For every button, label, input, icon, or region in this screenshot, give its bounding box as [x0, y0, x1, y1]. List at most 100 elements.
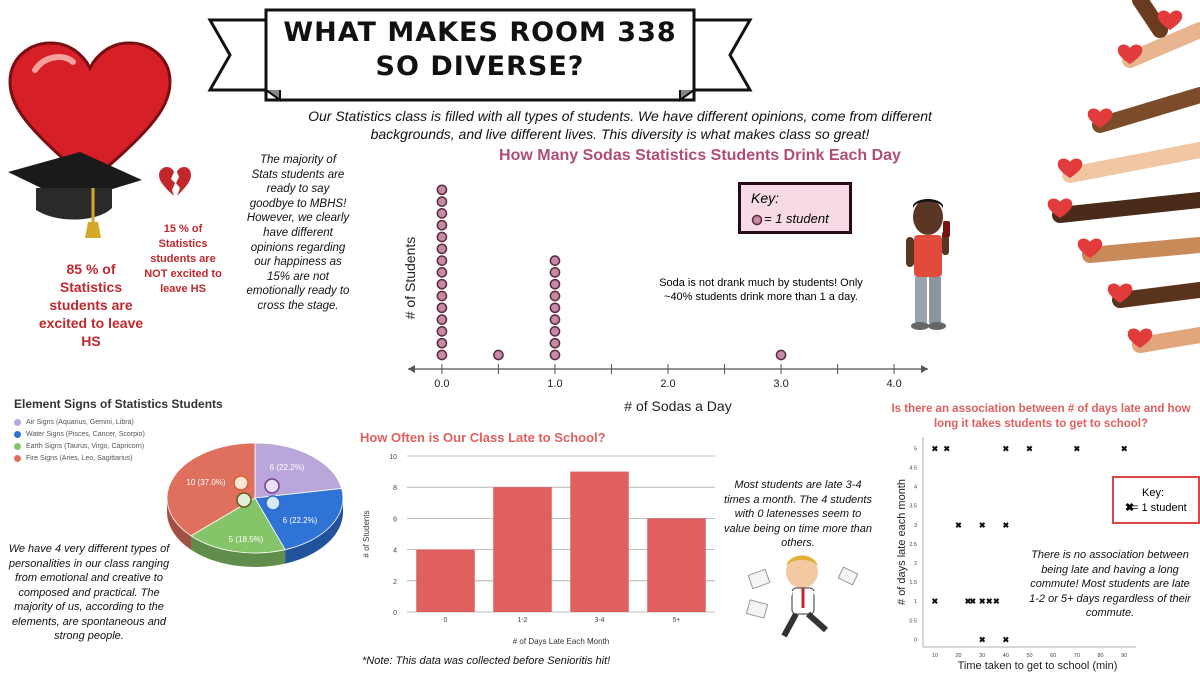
scatter-y-tick-label: 1.5 [909, 580, 917, 586]
scatter-point: ✖ [1026, 444, 1033, 453]
scatter-point: ✖ [1002, 635, 1009, 644]
scatter-key: Key: ✖ = 1 student [1112, 476, 1200, 524]
fire-icon [233, 475, 249, 491]
dotplot-dot [549, 290, 561, 302]
dotplot-dot [436, 243, 448, 255]
earth-icon [236, 492, 252, 508]
hands-with-hearts-decoration [1047, 0, 1200, 353]
dotplot-x-tick-label: 3.0 [773, 378, 788, 390]
dotplot-x-tick-label: 1.0 [547, 378, 562, 390]
dotplot-dot [549, 326, 561, 337]
dotplot-dot [775, 349, 787, 361]
intro-text: Our Statistics class is filled with all … [308, 108, 932, 142]
excited-stat: 85 % of Statistics students are excited … [38, 261, 144, 349]
pie-slice-side [285, 498, 343, 564]
dotplot-dot [436, 219, 448, 231]
dotplot-dot [436, 349, 448, 361]
banner-title-line1: WHAT MAKES ROOM 338 [283, 17, 677, 48]
pie-legend-swatch [14, 442, 21, 450]
bar-title: How Often is Our Class Late to School? [360, 430, 606, 445]
scatter-key-text: = 1 student [1132, 502, 1187, 514]
dotplot-x-tick-label: 0.0 [434, 378, 449, 390]
scatter-key-marker-icon: ✖ [1125, 502, 1135, 514]
scatter-y-tick-label: 4.5 [909, 466, 917, 472]
pie-legend-label: Water Signs (Pisces, Cancer, Scorpio) [26, 430, 145, 438]
pie-slice [190, 497, 286, 554]
dotplot-dot [549, 314, 561, 325]
scatter-y-tick-label: 5 [914, 446, 917, 452]
scatter-x-tick-label: 50 [1026, 653, 1032, 659]
scatter-y-tick-label: 0.5 [909, 618, 917, 624]
graduation-cap-icon [8, 152, 142, 238]
scatter-point: ✖ [955, 521, 962, 530]
pie-slice-label: 6 (22.2%) [270, 463, 305, 472]
pie-slice-side [190, 535, 286, 567]
dotplot-key-text: = 1 student [764, 211, 829, 226]
dotplot-dot [436, 267, 448, 278]
bar-x-label: # of Days Late Each Month [513, 637, 610, 646]
pie-legend: Air Signs (Aquarius, Gemini, Libra) Water… [14, 416, 214, 464]
dotplot-key-title: Key: [751, 190, 780, 206]
bar-footnote: *Note: This data was collected before Se… [362, 655, 611, 667]
running-boy-icon [745, 555, 859, 638]
pie-legend-item: Fire Signs (Aries, Leo, Sagittarius) [14, 452, 214, 464]
pie-title: Element Signs of Statistics Students [14, 397, 223, 411]
dotplot-dot [549, 255, 561, 266]
scatter-point: ✖ [1073, 444, 1080, 453]
pie-legend-label: Air Signs (Aquarius, Gemini, Libra) [26, 418, 134, 426]
scatter-point: ✖ [993, 597, 1000, 606]
dotplot-dot [436, 314, 448, 325]
pie-caption: We have 4 very different types of person… [8, 543, 170, 642]
scatter-x-tick-label: 70 [1074, 653, 1080, 659]
dotplot-axis-arrow-right [921, 365, 928, 373]
dotplot-dot [549, 337, 561, 349]
dotplot-title: How Many Sodas Statistics Students Drink… [499, 147, 901, 164]
dotplot-dot [436, 326, 448, 337]
bar-y-tick-label: 6 [393, 516, 397, 523]
pie-slice-label: 5 (18.5%) [229, 535, 264, 544]
soda-person-icon [906, 199, 950, 330]
scatter-x-label: Time taken to get to school (min) [958, 660, 1118, 672]
pie-chart: 6 (22.2%) 6 (22.2%) 5 (18.5%) 10 (37.0%) [166, 442, 344, 567]
water-icon [265, 495, 281, 511]
bar [493, 487, 552, 612]
bar-chart: 0 2 4 6 8 10 0 1-2 3-4 5+ # of Days Late Each Mont… [362, 454, 715, 646]
dotplot-dot [436, 208, 448, 219]
scatter-point: ✖ [979, 597, 986, 606]
dotplot-y-label: # of Students [402, 237, 418, 320]
dotplot-dot [436, 196, 448, 207]
scatter-point: ✖ [965, 597, 972, 606]
scatter-y-tick-label: 2 [914, 561, 917, 567]
scatter-y-label: # of days late each month [896, 479, 908, 605]
scatter-y-tick-label: 3.5 [909, 504, 917, 510]
bar-y-tick-label: 0 [393, 610, 397, 617]
scatter-y-tick-label: 0 [914, 637, 917, 643]
pie-legend-item: Earth Signs (Taurus, Virgo, Capricorn) [14, 440, 214, 452]
scatter-point: ✖ [1121, 444, 1128, 453]
scatter-x-tick-label: 10 [932, 653, 938, 659]
pie-legend-swatch [14, 418, 21, 426]
pie-legend-item: Air Signs (Aquarius, Gemini, Libra) [14, 416, 214, 428]
scatter-x-tick-label: 20 [955, 653, 961, 659]
pie-slice-side [167, 498, 191, 550]
scatter-point: ✖ [979, 635, 986, 644]
pie-legend-label: Fire Signs (Aries, Leo, Sagittarius) [26, 454, 133, 462]
dotplot-annotation: Soda is not drank much by students! Only… [659, 277, 863, 303]
scatter-y-tick-label: 4 [914, 485, 917, 491]
title-banner [207, 8, 753, 102]
bar-y-tick-label: 4 [393, 548, 397, 555]
scatter-y-tick-label: 1 [914, 599, 917, 605]
dotplot-dot [436, 231, 448, 243]
dotplot-dot [549, 302, 561, 314]
dotplot-x-tick-label: 4.0 [886, 378, 901, 390]
dotplot-dot [436, 278, 448, 290]
scatter-point: ✖ [1002, 444, 1009, 453]
bar-y-tick-label: 2 [393, 579, 397, 586]
dotplot-x-tick-label: 2.0 [660, 378, 675, 390]
scatter-point: ✖ [931, 597, 938, 606]
big-heart-icon [8, 41, 172, 184]
scatter-x-tick-label: 80 [1097, 653, 1103, 659]
scatter-point: ✖ [969, 597, 976, 606]
not-excited-stat: 15 % of Statistics students are NOT exci… [144, 223, 222, 295]
scatter-point: ✖ [986, 597, 993, 606]
